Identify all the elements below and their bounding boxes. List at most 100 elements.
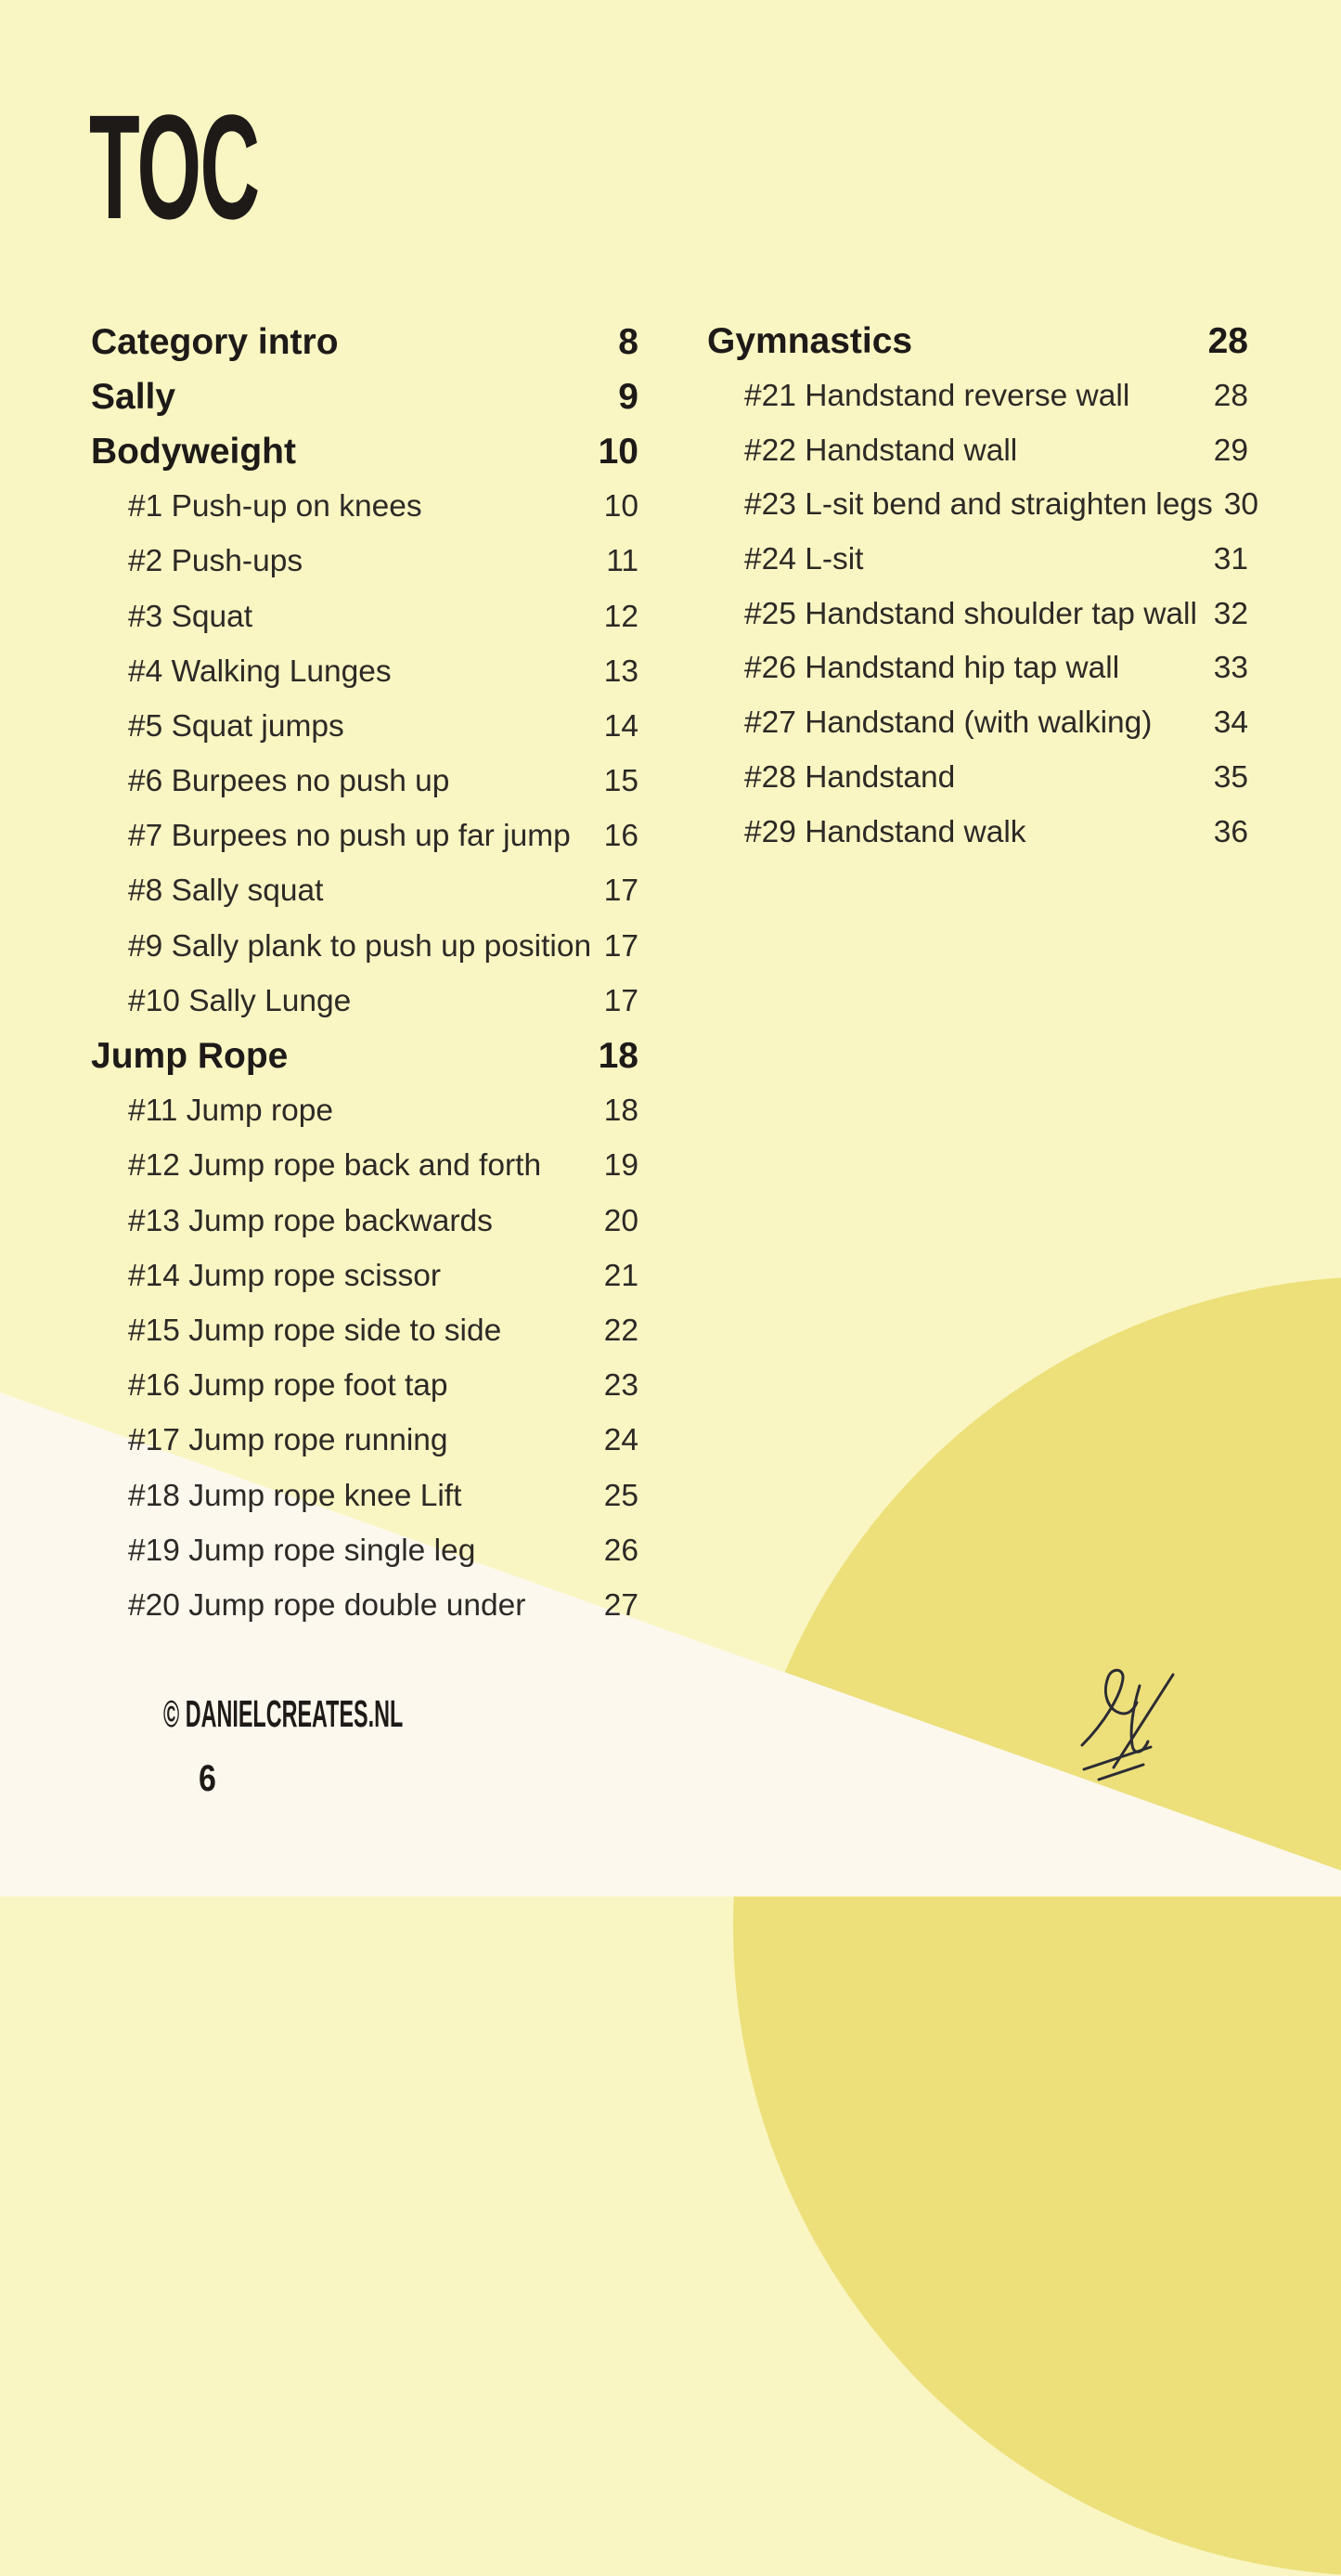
toc-entry[interactable]: #21 Handstand reverse wall 28 bbox=[707, 369, 1248, 424]
toc-entry-page: 25 bbox=[603, 1478, 638, 1513]
toc-entry-label: #21 Handstand reverse wall bbox=[744, 379, 1130, 414]
toc-column-right: Gymnastics 28 #21 Handstand reverse wall… bbox=[707, 315, 1258, 860]
toc-entry[interactable]: #6 Burpees no push up 15 bbox=[91, 755, 638, 809]
toc-entry-label: #4 Walking Lunges bbox=[128, 654, 392, 689]
toc-entry[interactable]: #16 Jump rope foot tap 23 bbox=[91, 1359, 638, 1414]
toc-entry-page: 20 bbox=[603, 1203, 638, 1238]
toc-entry-label: #5 Squat jumps bbox=[128, 708, 344, 744]
toc-entry-label: #7 Burpees no push up far jump bbox=[128, 819, 571, 854]
toc-entry[interactable]: #23 L-sit bend and straighten legs 30 bbox=[707, 478, 1258, 533]
toc-entry[interactable]: #17 Jump rope running 24 bbox=[91, 1414, 638, 1469]
toc-entry[interactable]: #28 Handstand 35 bbox=[707, 751, 1248, 806]
toc-entry-page: 33 bbox=[1213, 651, 1248, 686]
toc-entry[interactable]: #18 Jump rope knee Lift 25 bbox=[91, 1469, 638, 1523]
footer-copyright: © DANIELCREATES.NL bbox=[163, 1692, 404, 1735]
signature bbox=[1069, 1660, 1190, 1794]
toc-entry-label: #20 Jump rope double under bbox=[128, 1587, 526, 1623]
toc-entry-page: 16 bbox=[603, 819, 638, 854]
toc-entry-label: #28 Handstand bbox=[744, 759, 956, 795]
toc-entry-label: #13 Jump rope backwards bbox=[128, 1203, 493, 1238]
toc-entry-page: 24 bbox=[603, 1423, 638, 1458]
toc-entry-page: 34 bbox=[1213, 705, 1248, 741]
toc-entry[interactable]: #27 Handstand (with walking) 34 bbox=[707, 696, 1248, 751]
signature-stroke-d bbox=[1080, 1668, 1139, 1747]
toc-entry[interactable]: #14 Jump rope scissor 21 bbox=[91, 1249, 638, 1303]
toc-entry-label: #6 Burpees no push up bbox=[128, 764, 450, 799]
toc-entry[interactable]: #25 Handstand shoulder tap wall 32 bbox=[707, 587, 1248, 641]
toc-entry[interactable]: #9 Sally plank to push up position 17 bbox=[91, 919, 638, 974]
toc-entry-page: 10 bbox=[603, 489, 638, 524]
toc-entry[interactable]: #19 Jump rope single leg 26 bbox=[91, 1523, 638, 1578]
toc-entry-page: 9 bbox=[618, 376, 638, 417]
signature-underline-2 bbox=[1097, 1763, 1145, 1781]
toc-entry-page: 10 bbox=[598, 431, 638, 472]
toc-entry-page: 13 bbox=[603, 654, 638, 689]
toc-entry-label: Sally bbox=[91, 376, 176, 417]
toc-entry[interactable]: Bodyweight 10 bbox=[91, 424, 638, 479]
toc-entry-label: #17 Jump rope running bbox=[128, 1423, 448, 1458]
toc-entry-page: 8 bbox=[618, 321, 638, 362]
toc-entry-page: 28 bbox=[1207, 321, 1248, 362]
toc-entry-page: 15 bbox=[603, 764, 638, 799]
toc-entry[interactable]: #5 Squat jumps 14 bbox=[91, 699, 638, 754]
toc-entry-page: 21 bbox=[603, 1258, 638, 1293]
toc-entry-page: 14 bbox=[603, 708, 638, 744]
toc-entry-label: #14 Jump rope scissor bbox=[128, 1258, 442, 1293]
toc-entry-label: Category intro bbox=[91, 321, 339, 362]
toc-entry-label: #3 Squat bbox=[128, 599, 253, 634]
toc-entry[interactable]: #8 Sally squat 17 bbox=[91, 864, 638, 919]
toc-entry-label: #1 Push-up on knees bbox=[128, 489, 422, 524]
toc-entry[interactable]: Category intro 8 bbox=[91, 315, 638, 369]
toc-entry-page: 22 bbox=[603, 1313, 638, 1348]
toc-entry-label: #22 Handstand wall bbox=[744, 433, 1018, 468]
toc-entry-page: 17 bbox=[603, 874, 638, 909]
toc-entry-label: #23 L-sit bend and straighten legs bbox=[744, 487, 1213, 523]
toc-entry-label: #9 Sally plank to push up position bbox=[128, 928, 592, 964]
toc-entry[interactable]: #24 L-sit 31 bbox=[707, 533, 1248, 588]
toc-entry[interactable]: #11 Jump rope 18 bbox=[91, 1084, 638, 1139]
toc-entry[interactable]: #12 Jump rope back and forth 19 bbox=[91, 1139, 638, 1194]
toc-column-left: Category intro 8 Sally 9 Bodyweight 10 #… bbox=[91, 315, 638, 1634]
toc-entry-label: #10 Sally Lunge bbox=[128, 983, 352, 1018]
toc-entry[interactable]: #22 Handstand wall 29 bbox=[707, 423, 1248, 478]
toc-entry[interactable]: #26 Handstand hip tap wall 33 bbox=[707, 641, 1248, 696]
toc-entry[interactable]: #29 Handstand walk 36 bbox=[707, 805, 1248, 860]
signature-stroke-y-slash bbox=[1112, 1673, 1175, 1769]
toc-entry-label: #8 Sally squat bbox=[128, 874, 324, 909]
toc-entry[interactable]: #15 Jump rope side to side 22 bbox=[91, 1303, 638, 1358]
toc-entry-page: 32 bbox=[1213, 596, 1248, 631]
toc-entry-label: #29 Handstand walk bbox=[744, 814, 1026, 849]
toc-entry[interactable]: #13 Jump rope backwards 20 bbox=[91, 1194, 638, 1249]
toc-entry[interactable]: Sally 9 bbox=[91, 369, 638, 424]
toc-entry[interactable]: #20 Jump rope double under 27 bbox=[91, 1578, 638, 1633]
toc-entry[interactable]: #3 Squat 12 bbox=[91, 589, 638, 644]
toc-entry-label: Jump Rope bbox=[91, 1036, 289, 1077]
toc-entry-label: #25 Handstand shoulder tap wall bbox=[744, 596, 1197, 631]
toc-entry-page: 23 bbox=[603, 1368, 638, 1404]
toc-entry-label: #18 Jump rope knee Lift bbox=[128, 1478, 462, 1513]
toc-entry-page: 18 bbox=[598, 1036, 638, 1077]
toc-entry[interactable]: #2 Push-ups 11 bbox=[91, 535, 638, 589]
toc-entry[interactable]: #1 Push-up on knees 10 bbox=[91, 480, 638, 535]
toc-entry-label: #19 Jump rope single leg bbox=[128, 1533, 476, 1568]
toc-entry-page: 19 bbox=[603, 1148, 638, 1184]
toc-entry[interactable]: #10 Sally Lunge 17 bbox=[91, 974, 638, 1029]
toc-entry-label: #11 Jump rope bbox=[128, 1094, 333, 1129]
page-title: TOC bbox=[89, 84, 260, 250]
toc-entry-page: 29 bbox=[1213, 433, 1248, 468]
toc-entry-page: 27 bbox=[603, 1587, 638, 1623]
toc-entry[interactable]: #7 Burpees no push up far jump 16 bbox=[91, 809, 638, 864]
toc-entry-page: 26 bbox=[603, 1533, 638, 1568]
toc-entry-page: 31 bbox=[1213, 542, 1248, 577]
toc-entry-page: 12 bbox=[603, 599, 638, 634]
toc-entry-page: 18 bbox=[603, 1094, 638, 1129]
toc-entry-page: 36 bbox=[1213, 814, 1248, 849]
signature-handwriting-dy bbox=[1080, 1668, 1175, 1781]
toc-entry[interactable]: #4 Walking Lunges 13 bbox=[91, 644, 638, 699]
toc-entry-label: #12 Jump rope back and forth bbox=[128, 1148, 542, 1184]
toc-entry-page: 35 bbox=[1213, 759, 1248, 795]
signature-underline-1 bbox=[1082, 1745, 1153, 1771]
toc-entry[interactable]: Gymnastics 28 bbox=[707, 315, 1248, 369]
toc-entry[interactable]: Jump Rope 18 bbox=[91, 1029, 638, 1083]
toc-entry-page: 28 bbox=[1213, 379, 1248, 414]
